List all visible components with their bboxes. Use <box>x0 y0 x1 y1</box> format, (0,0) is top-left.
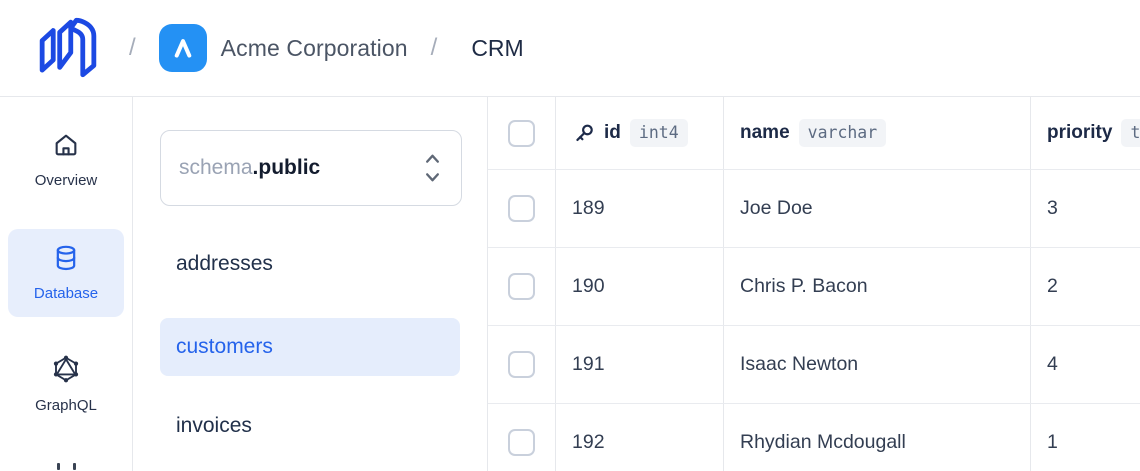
schema-separator: . <box>252 156 259 179</box>
column-header-priority[interactable]: priority text <box>1030 97 1140 169</box>
table-row: 190 Chris P. Bacon 2 <box>488 248 1140 326</box>
cell-name[interactable]: Chris P. Bacon <box>723 248 1030 325</box>
row-select-cell <box>488 248 555 325</box>
row-select-cell <box>488 170 555 247</box>
row-checkbox[interactable] <box>508 351 535 378</box>
table-row: 192 Rhydian Mcdougall 1 <box>488 404 1140 471</box>
main-body: Overview Database <box>0 97 1140 471</box>
column-type-badge: text <box>1121 119 1140 147</box>
cell-priority[interactable]: 4 <box>1030 326 1140 403</box>
graphql-icon <box>51 354 81 389</box>
cell-id[interactable]: 190 <box>555 248 723 325</box>
table-list-item-customers[interactable]: customers <box>160 318 460 376</box>
column-header-name[interactable]: name varchar <box>723 97 1030 169</box>
grid-header-row: id int4 name varchar priority text <box>488 97 1140 170</box>
sidebar-item-overview[interactable]: Overview <box>34 131 98 189</box>
table-row: 189 Joe Doe 3 <box>488 170 1140 248</box>
home-icon <box>52 131 80 164</box>
cell-id[interactable]: 192 <box>555 404 723 471</box>
sidebar-item-label: Database <box>33 285 99 302</box>
column-header-id[interactable]: id int4 <box>555 97 723 169</box>
select-all-cell <box>488 97 555 169</box>
column-name: id <box>604 122 621 143</box>
schema-prefix-label: schema <box>179 156 253 179</box>
cell-priority[interactable]: 1 <box>1030 404 1140 471</box>
top-bar: / Acme Corporation / CRM <box>0 0 1140 97</box>
table-list-item-addresses[interactable]: addresses <box>176 252 273 275</box>
column-type-badge: int4 <box>629 119 688 147</box>
sidebar-item-label: GraphQL <box>35 397 97 414</box>
breadcrumb-separator: / <box>430 34 438 61</box>
cell-priority[interactable]: 3 <box>1030 170 1140 247</box>
sidebar-item-database[interactable]: Database <box>8 229 124 317</box>
org-avatar[interactable] <box>158 24 207 72</box>
column-type-badge: varchar <box>798 119 887 147</box>
column-name: name <box>740 122 790 143</box>
data-grid: id int4 name varchar priority text 189 J… <box>487 97 1140 471</box>
cell-name[interactable]: Isaac Newton <box>723 326 1030 403</box>
select-all-checkbox[interactable] <box>508 119 535 147</box>
table-row: 191 Isaac Newton 4 <box>488 326 1140 404</box>
cell-name[interactable]: Joe Doe <box>723 170 1030 247</box>
breadcrumb-org-name[interactable]: Acme Corporation <box>220 34 408 61</box>
row-checkbox[interactable] <box>508 273 535 300</box>
schema-selector[interactable]: schema. public <box>160 130 462 206</box>
breadcrumb-project-name[interactable]: CRM <box>471 34 524 61</box>
cell-id[interactable]: 191 <box>555 326 723 403</box>
letter-a-icon <box>174 39 191 58</box>
schema-panel: schema. public addresses customers invoic… <box>133 97 487 471</box>
row-checkbox[interactable] <box>508 429 535 456</box>
row-select-cell <box>488 404 555 471</box>
breadcrumb-separator: / <box>129 34 136 61</box>
partial-nav-icon <box>49 463 83 471</box>
chevron-up-down-icon <box>424 150 441 186</box>
sidebar-item-label: Overview <box>34 172 98 189</box>
column-name: priority <box>1047 122 1113 143</box>
primary-key-icon <box>572 121 597 146</box>
sidebar-item-graphql[interactable]: GraphQL <box>35 353 97 415</box>
schema-value-label: public <box>258 156 321 179</box>
sidebar-nav: Overview Database <box>0 97 133 471</box>
nhost-logo-icon[interactable] <box>30 12 106 84</box>
cell-priority[interactable]: 2 <box>1030 248 1140 325</box>
cell-name[interactable]: Rhydian Mcdougall <box>723 404 1030 471</box>
table-list-item-invoices[interactable]: invoices <box>176 414 252 437</box>
row-select-cell <box>488 326 555 403</box>
database-icon <box>52 244 80 277</box>
row-checkbox[interactable] <box>508 195 535 222</box>
cell-id[interactable]: 189 <box>555 170 723 247</box>
